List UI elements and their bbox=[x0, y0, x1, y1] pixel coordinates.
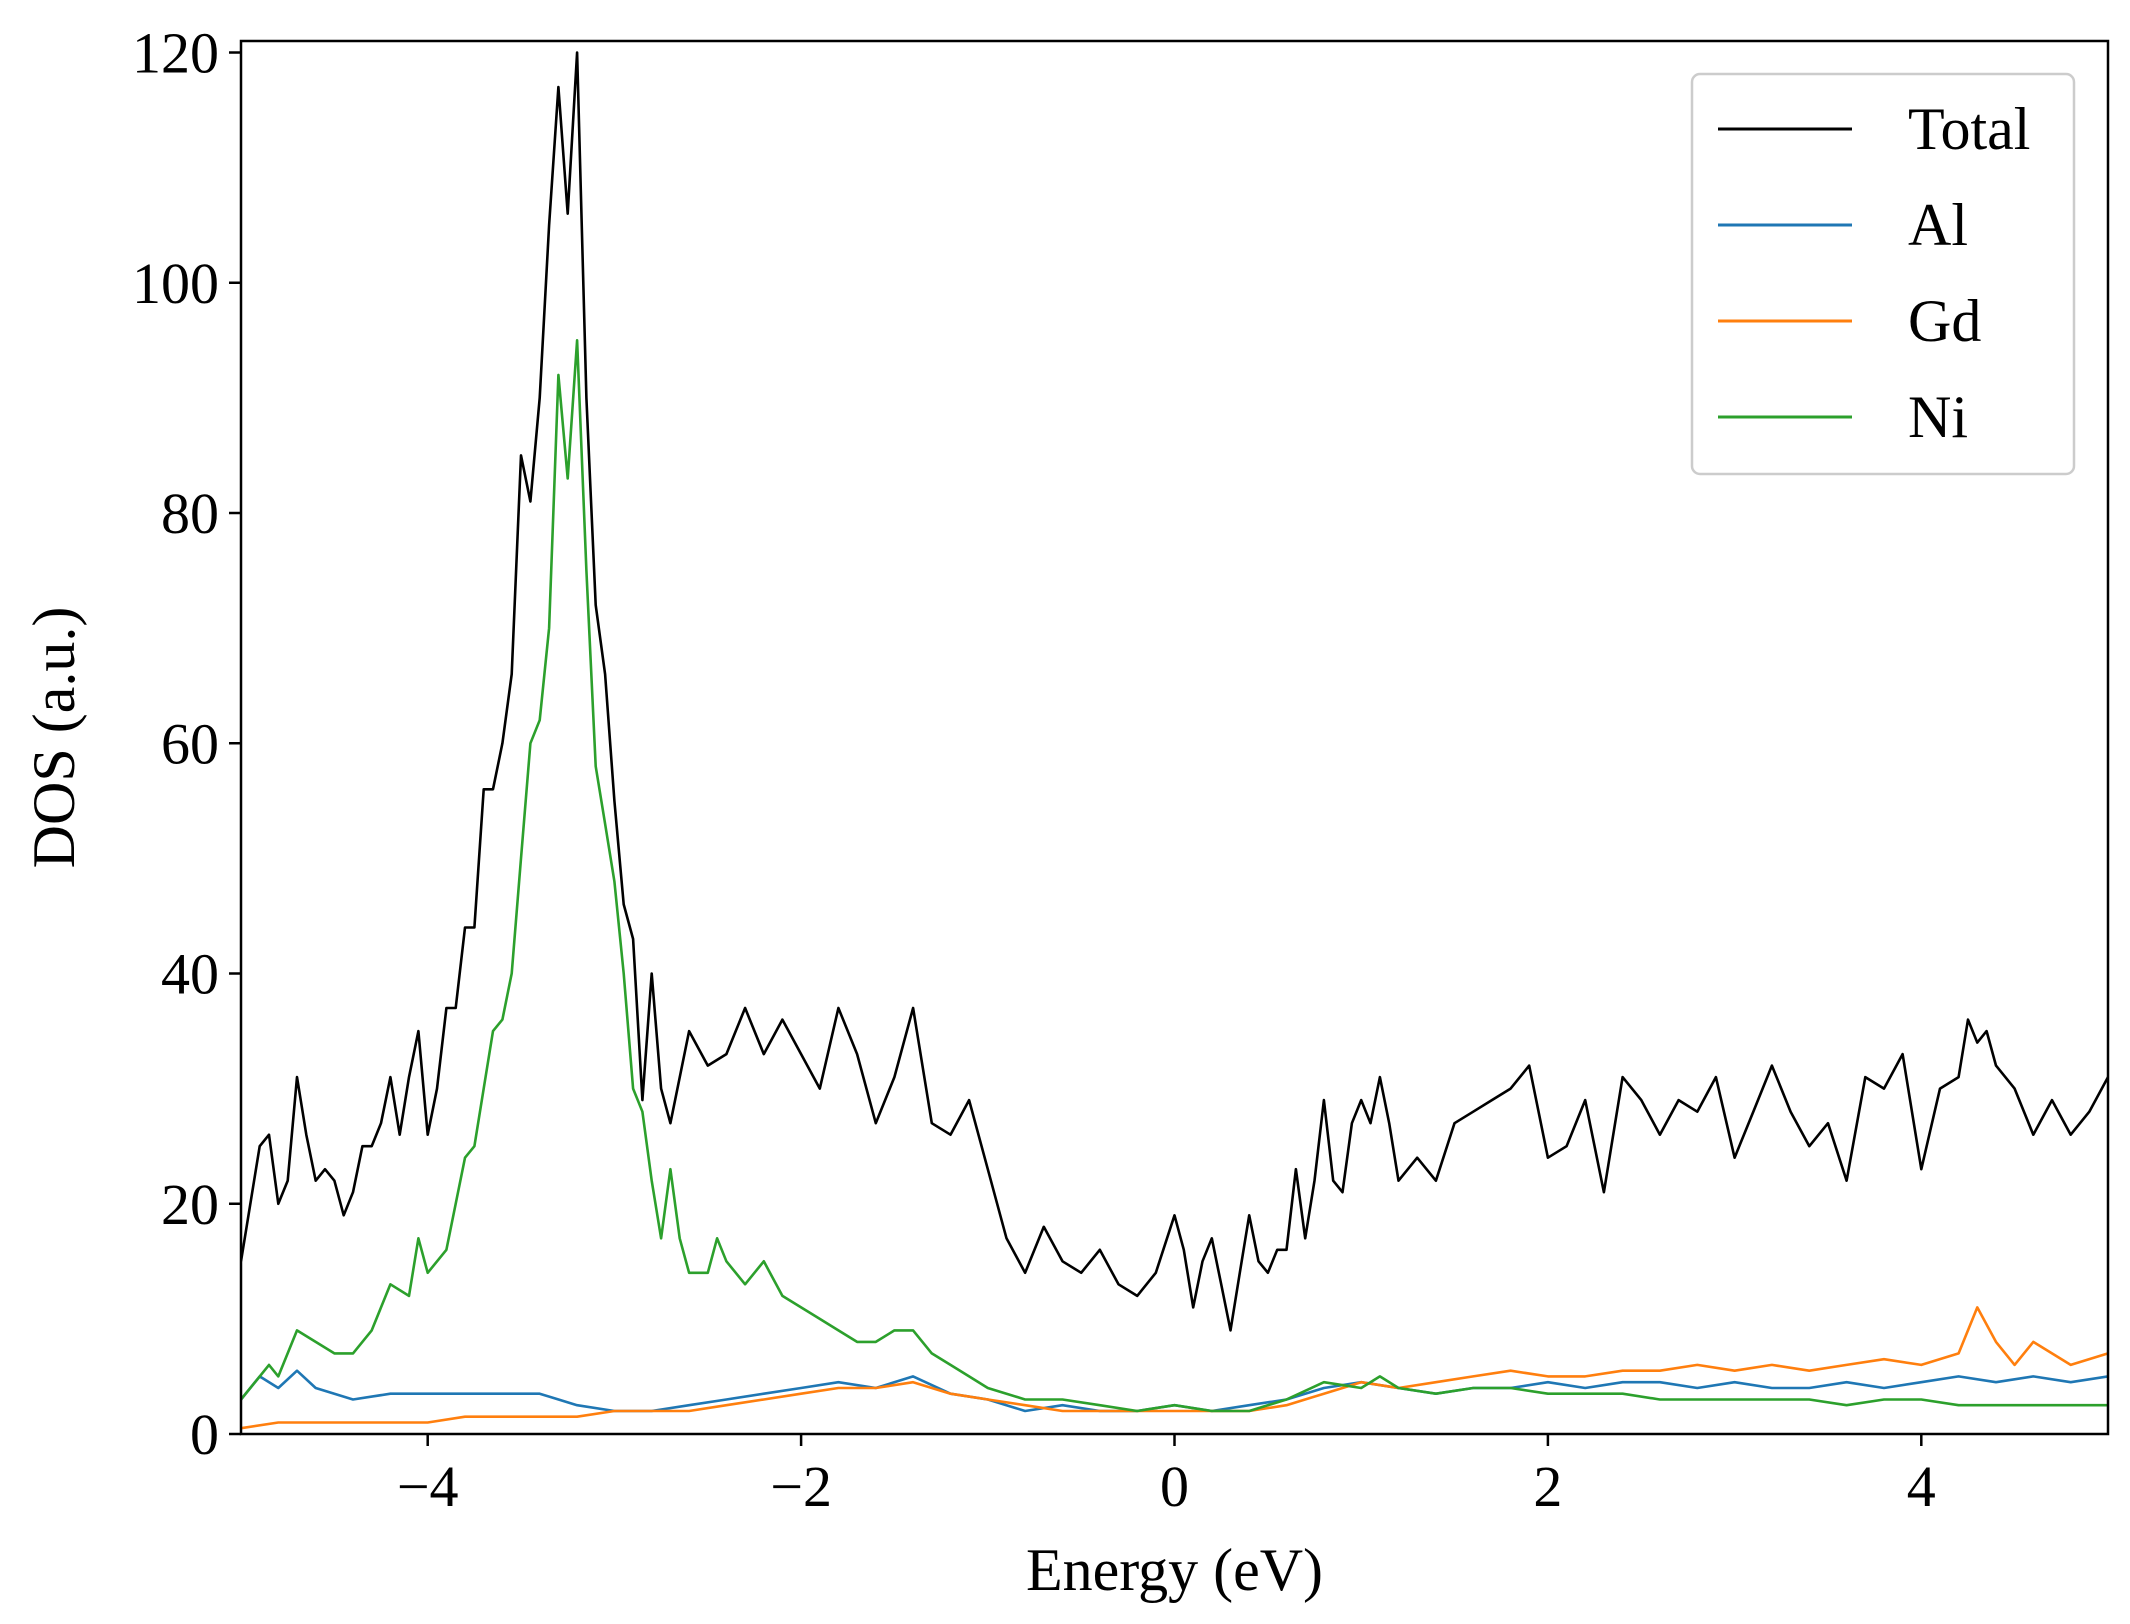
x-tick-label: 4 bbox=[1907, 1454, 1936, 1519]
x-tick-label: 0 bbox=[1160, 1454, 1189, 1519]
series-line-ni bbox=[241, 338, 2108, 1413]
y-axis-label: DOS (a.u.) bbox=[21, 607, 87, 869]
y-tick-label: 60 bbox=[161, 711, 219, 776]
legend: Total Al Gd Ni bbox=[1690, 72, 2076, 476]
y-tick-label: 100 bbox=[132, 251, 219, 316]
x-tick-label: 2 bbox=[1533, 1454, 1562, 1519]
y-tick-label: 80 bbox=[161, 481, 219, 546]
legend-box bbox=[1690, 72, 2076, 476]
legend-label-al: Al bbox=[1908, 192, 1968, 258]
legend-label-ni: Ni bbox=[1908, 384, 1968, 450]
legend-label-total: Total bbox=[1908, 96, 2030, 162]
series-layer bbox=[241, 51, 2108, 1430]
x-axis: −4 −2 0 2 4 bbox=[397, 1434, 1936, 1519]
x-tick-label: −2 bbox=[770, 1454, 832, 1519]
x-tick-label: −4 bbox=[397, 1454, 459, 1519]
y-tick-label: 20 bbox=[161, 1172, 219, 1237]
y-axis: 0 20 40 60 80 100 120 bbox=[132, 21, 241, 1467]
y-tick-label: 0 bbox=[190, 1402, 219, 1467]
legend-label-gd: Gd bbox=[1908, 288, 1981, 354]
series-line-total bbox=[241, 51, 2108, 1332]
y-tick-label: 120 bbox=[132, 21, 219, 86]
y-tick-label: 40 bbox=[161, 942, 219, 1007]
x-axis-label: Energy (eV) bbox=[1026, 1537, 1323, 1603]
